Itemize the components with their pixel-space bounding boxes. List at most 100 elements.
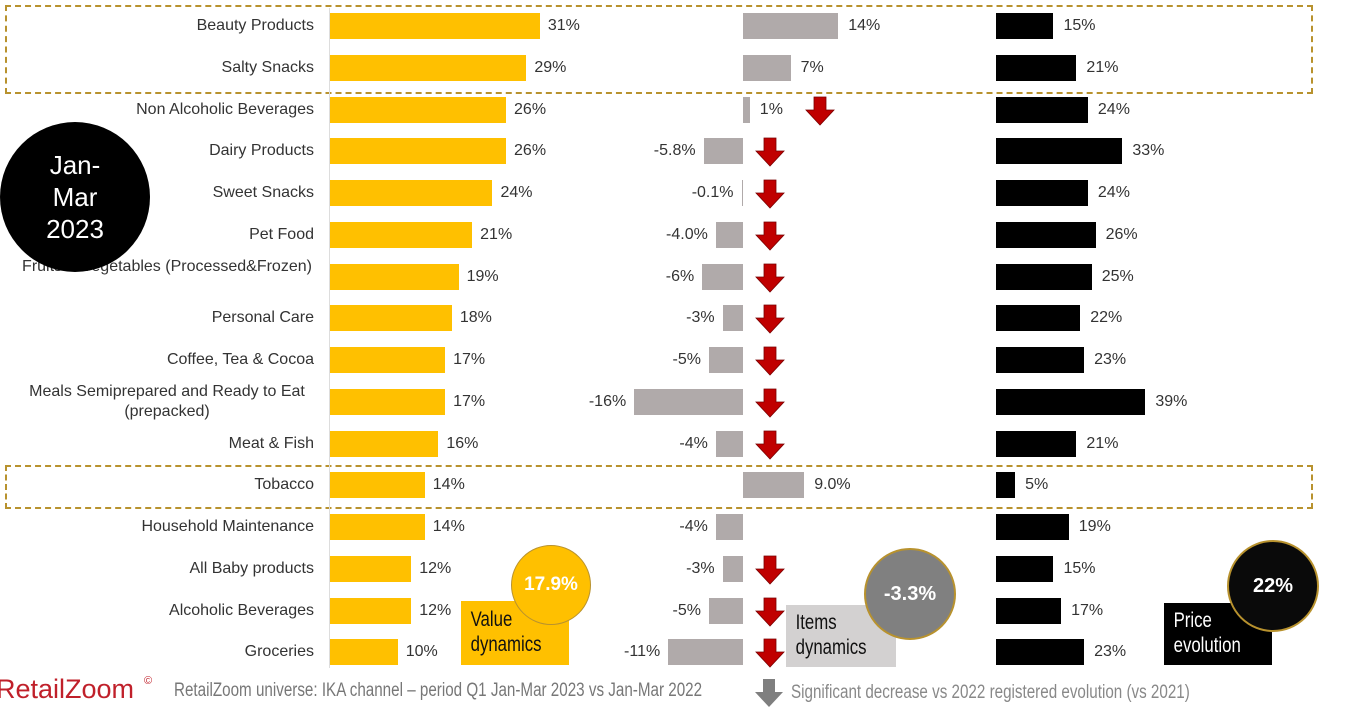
price-label: 22% xyxy=(1090,309,1123,327)
price-label: 39% xyxy=(1155,392,1188,410)
price-bar xyxy=(996,430,1077,457)
price-label: 24% xyxy=(1097,184,1130,201)
items-bar xyxy=(722,555,743,582)
value-label: 17% xyxy=(453,351,486,368)
value-label: 16% xyxy=(446,434,479,452)
legend-arrow-icon xyxy=(755,679,783,707)
value-bar xyxy=(330,263,459,290)
price-label: 21% xyxy=(1086,434,1119,452)
items-bar xyxy=(709,597,743,624)
period-line1: Jan- xyxy=(49,150,101,180)
price-label: 23% xyxy=(1094,643,1127,661)
value-bar xyxy=(330,54,527,81)
category-label: All Baby products xyxy=(189,559,314,577)
price-label: 21% xyxy=(1086,58,1119,76)
decrease-arrow-icon xyxy=(755,638,785,668)
items-label: -0.1% xyxy=(691,184,734,201)
highlight-box-tobacco xyxy=(5,465,1313,509)
items-bar xyxy=(743,13,839,39)
items-label: -5% xyxy=(672,351,701,368)
value-bar xyxy=(330,388,446,415)
price-bar xyxy=(996,305,1081,332)
price-bar xyxy=(996,180,1088,206)
decrease-arrow-icon xyxy=(755,137,785,167)
value-label: 26% xyxy=(514,142,547,160)
category-label: Alcoholic Beverages xyxy=(169,601,314,619)
items-label: -6% xyxy=(665,267,695,285)
price-bar xyxy=(996,597,1062,624)
retailzoom-logo: RetailZoom xyxy=(0,674,135,704)
value-bar xyxy=(330,138,507,165)
items-label: -11% xyxy=(624,643,661,661)
decrease-arrow-icon xyxy=(755,263,785,293)
items-label: -3% xyxy=(686,559,715,577)
price-bar xyxy=(996,388,1146,415)
items-bar xyxy=(702,263,743,290)
legend-text: Significant decrease vs 2022 registered … xyxy=(791,682,1190,703)
value-total-circle: 17.9% xyxy=(511,545,591,625)
price-bar xyxy=(996,347,1085,373)
items-bar xyxy=(703,138,743,165)
category-label: Pet Food xyxy=(249,225,314,243)
category-label: Coffee, Tea & Cocoa xyxy=(166,351,314,368)
items-bar xyxy=(741,180,743,206)
items-bar xyxy=(709,347,743,373)
highlight-box-top xyxy=(5,5,1313,94)
items-bar xyxy=(715,514,743,540)
value-bar xyxy=(330,555,412,582)
category-label: Sweet Snacks xyxy=(212,184,314,201)
value-bar xyxy=(330,221,473,248)
decrease-arrow-icon xyxy=(755,430,785,460)
value-label: 21% xyxy=(480,225,513,243)
price-bar xyxy=(996,555,1054,582)
period-line2: Mar xyxy=(52,182,98,212)
value-label: 31% xyxy=(547,17,580,34)
items-label: -4.0% xyxy=(666,225,708,243)
value-bar xyxy=(330,96,507,123)
price-bar xyxy=(996,54,1077,81)
price-label: 25% xyxy=(1101,267,1134,285)
value-label: 17% xyxy=(453,392,486,410)
category-label: Salty Snacks xyxy=(221,58,314,76)
category-label: Non Alcoholic Beverages xyxy=(136,100,314,118)
items-bar xyxy=(634,388,743,415)
price-label: 5% xyxy=(1025,476,1049,494)
category-label: Meat & Fish xyxy=(228,434,314,452)
category-label: Tobacco xyxy=(254,476,314,494)
category-label: Personal Care xyxy=(211,309,314,327)
items-bar xyxy=(668,639,743,666)
decrease-arrow-icon xyxy=(755,304,785,334)
price-label: 33% xyxy=(1132,142,1165,160)
value-bar xyxy=(330,597,412,624)
price-bar xyxy=(996,263,1092,290)
decrease-arrow-icon xyxy=(755,179,785,209)
decrease-arrow-icon xyxy=(804,96,835,126)
items-label: 1% xyxy=(759,100,783,118)
value-bar xyxy=(330,514,425,540)
value-label: 12% xyxy=(419,601,452,619)
category-label: Household Maintenance xyxy=(141,518,314,535)
items-total-circle: -3.3% xyxy=(864,548,956,640)
items-label: 14% xyxy=(848,17,881,34)
category-label: Groceries xyxy=(244,643,314,661)
price-label: 19% xyxy=(1078,518,1111,535)
items-label: -4% xyxy=(679,518,708,535)
period-line3: 2023 xyxy=(46,214,104,244)
price-bar xyxy=(996,514,1069,540)
value-label: 19% xyxy=(466,267,499,285)
items-label: -16% xyxy=(588,392,627,410)
price-bar xyxy=(996,472,1016,499)
period-badge: Jan- Mar 2023 xyxy=(0,122,150,272)
footer-note: RetailZoom universe: IKA channel – perio… xyxy=(174,680,703,701)
items-bar xyxy=(722,305,743,332)
category-label: Dairy Products xyxy=(209,142,314,160)
price-evolution-text: Price evolution xyxy=(1173,609,1241,657)
value-label: 12% xyxy=(419,559,452,577)
value-label: 29% xyxy=(534,58,567,76)
value-label: 24% xyxy=(500,184,533,201)
value-label: 26% xyxy=(514,100,547,118)
value-bar xyxy=(330,347,446,373)
price-bar xyxy=(996,639,1085,666)
price-bar xyxy=(996,13,1054,39)
value-dynamics-text: Value dynamics xyxy=(470,608,542,656)
